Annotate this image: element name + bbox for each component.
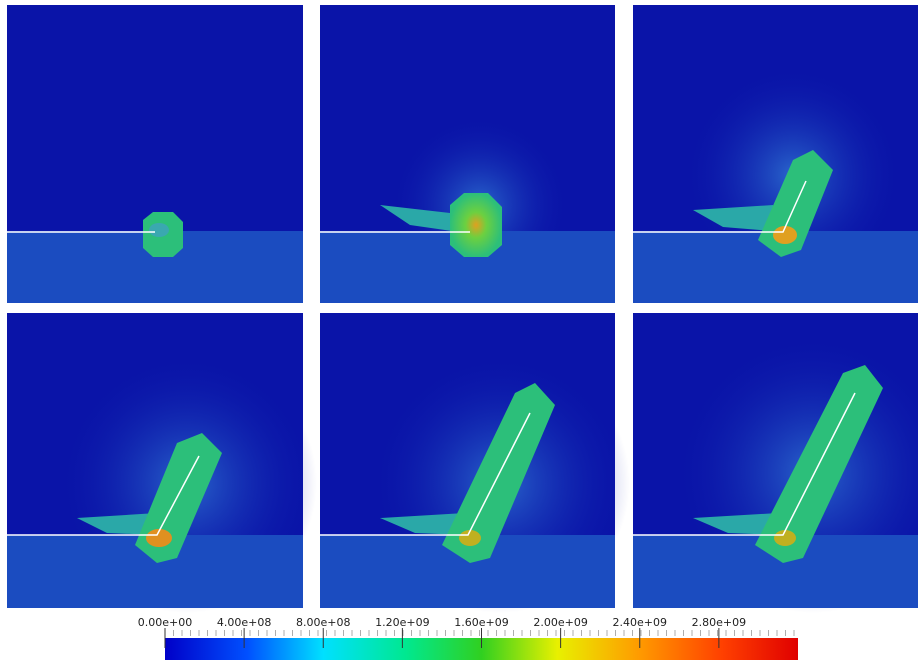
tick-label: 0.00e+00: [138, 616, 192, 629]
colorbar-axis: 0.00e+00 4.00e+08 8.00e+08 1.20e+09 1.60e+09…: [138, 616, 795, 648]
tick-label: 4.00e+08: [217, 616, 271, 629]
tick-label: 1.60e+09: [454, 616, 508, 629]
panel: [7, 5, 303, 303]
tick-label: 2.80e+09: [692, 616, 746, 629]
tick-label: 1.20e+09: [375, 616, 429, 629]
panel: [633, 313, 918, 613]
panel: [7, 313, 317, 613]
tick-label: 2.00e+09: [533, 616, 587, 629]
tick-label: 2.40e+09: [613, 616, 667, 629]
tick-label: 8.00e+08: [296, 616, 350, 629]
panel: [320, 5, 615, 303]
panel: [320, 313, 630, 613]
panel: [633, 5, 918, 303]
